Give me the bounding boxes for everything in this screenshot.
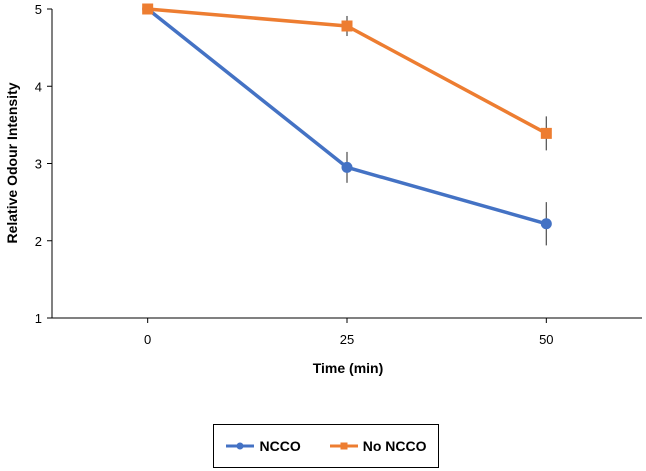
- legend-label-ncco: NCCO: [259, 438, 301, 454]
- data-point: [142, 3, 154, 15]
- series-line: [146, 7, 547, 226]
- y-tick-label: 1: [35, 311, 42, 326]
- y-tick-label: 4: [35, 79, 42, 94]
- data-point: [540, 127, 552, 139]
- y-axis-title: Relative Odour Intensity: [4, 82, 20, 243]
- x-axis-title: Time (min): [313, 360, 384, 376]
- series-ncco: [142, 3, 552, 246]
- legend: NCCO No NCCO: [213, 424, 439, 468]
- data-point: [341, 20, 353, 32]
- legend-swatch-ncco: [226, 442, 255, 450]
- x-tick-label: 25: [340, 332, 354, 347]
- legend-item-ncco: NCCO: [225, 438, 301, 454]
- series-no-ncco: [142, 3, 552, 151]
- x-tick-labels: 0 25 50: [144, 332, 554, 347]
- legend-swatch-no-ncco: [329, 442, 358, 450]
- y-tick-label: 2: [35, 234, 42, 249]
- data-point: [341, 161, 353, 173]
- legend-label-no-ncco: No NCCO: [362, 438, 427, 454]
- y-tick-labels: 1 2 3 4 5: [35, 2, 42, 326]
- data-point: [540, 218, 552, 230]
- y-tick-label: 3: [35, 157, 42, 172]
- series-layer: [142, 3, 552, 246]
- x-tick-label: 50: [539, 332, 553, 347]
- axes: [47, 8, 642, 323]
- line-chart: 1 2 3 4 5 0 25 50 Time (min) Relative Odour In…: [4, 2, 642, 376]
- x-tick-label: 0: [144, 332, 151, 347]
- legend-item-no-ncco: No NCCO: [329, 438, 427, 454]
- y-tick-label: 5: [35, 2, 42, 17]
